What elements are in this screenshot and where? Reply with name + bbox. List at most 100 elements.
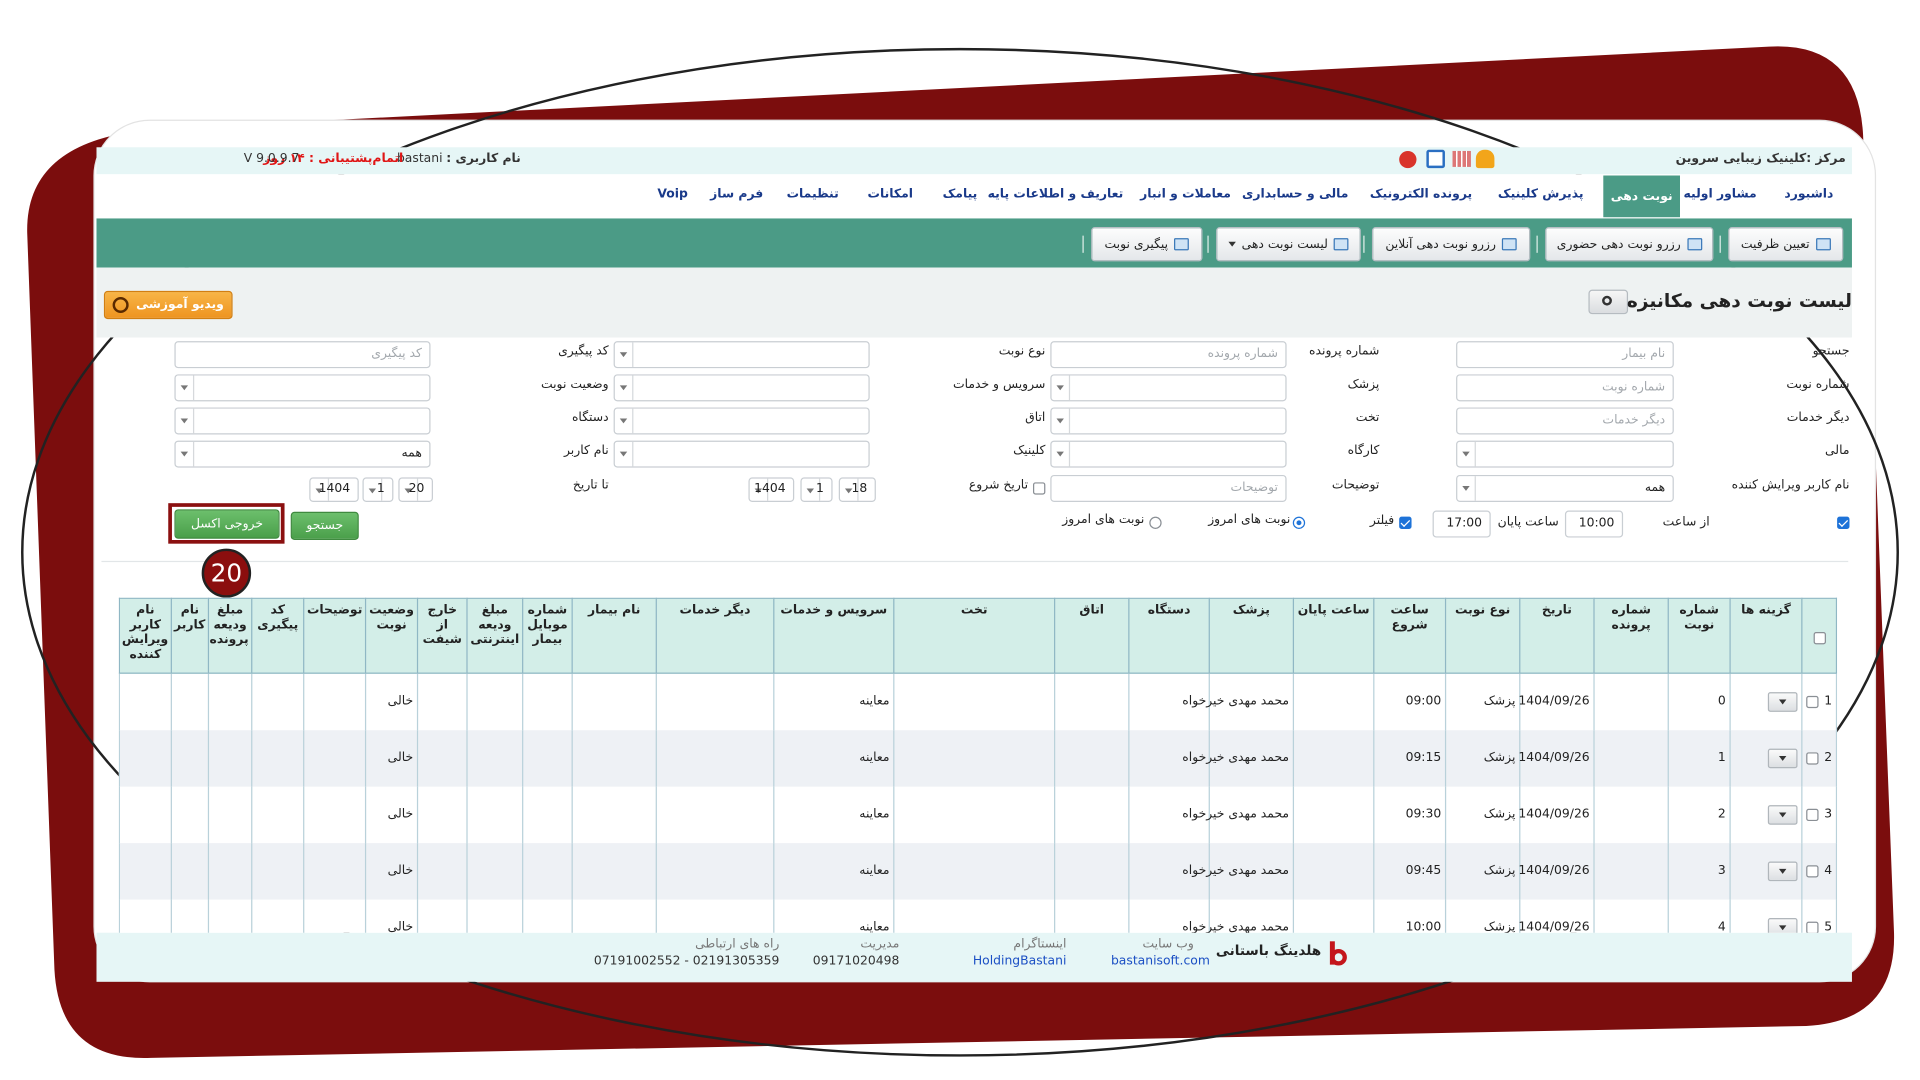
- menu-item[interactable]: مشاور اولیه: [1683, 187, 1757, 202]
- excel-button[interactable]: خروجی اکسل: [174, 509, 280, 539]
- menu-item[interactable]: تنظیمات: [786, 187, 839, 202]
- bell-icon[interactable]: [1475, 149, 1495, 169]
- table-cell: [893, 899, 1056, 933]
- time-checkbox[interactable]: [1837, 516, 1850, 529]
- table-cell: [1054, 899, 1130, 933]
- date-select[interactable]: 1404: [309, 477, 359, 502]
- table-cell: [655, 786, 775, 844]
- toolbar-icon: [1502, 238, 1517, 251]
- radio[interactable]: [1149, 516, 1162, 529]
- toolbar-button[interactable]: لیست نوبت دهی: [1216, 227, 1361, 262]
- select-arrow: [1052, 375, 1071, 401]
- table-cell: [1292, 673, 1375, 731]
- table-cell: [571, 730, 657, 787]
- date-select[interactable]: 1: [800, 477, 833, 502]
- footer-label: راه های ارتباطی: [695, 937, 780, 952]
- filter-label: کلینیک: [1013, 444, 1046, 458]
- title-search-button[interactable]: [1588, 289, 1629, 315]
- filter-input[interactable]: کد پیگیری: [174, 341, 431, 369]
- menu-item[interactable]: مالی و حسابداری: [1242, 187, 1349, 202]
- table-cell: خالی: [364, 730, 419, 787]
- filter-select[interactable]: [613, 341, 870, 369]
- row-checkbox[interactable]: [1806, 695, 1819, 709]
- menu-item[interactable]: پرونده الکترونیک: [1369, 187, 1473, 202]
- table-cell: [1292, 843, 1375, 900]
- filter-select[interactable]: [613, 374, 870, 402]
- cell-text: 1404/09/26: [1518, 863, 1590, 878]
- menu-item[interactable]: پذیرش کلینیک: [1497, 187, 1584, 202]
- menu-item[interactable]: امکانات: [867, 187, 913, 202]
- filter-input[interactable]: دیگر خدمات: [1456, 407, 1674, 435]
- filter-select[interactable]: [613, 440, 870, 468]
- row-options-button[interactable]: [1767, 805, 1798, 825]
- table-cell: پزشک: [1444, 843, 1521, 900]
- menu-item[interactable]: تعاریف و اطلاعات پایه: [987, 187, 1124, 202]
- time-to-input[interactable]: 17:00: [1432, 510, 1491, 538]
- row-options-button[interactable]: [1767, 748, 1798, 769]
- menu-item[interactable]: پیامک: [942, 187, 978, 202]
- menu-item[interactable]: Voip: [657, 187, 688, 202]
- toolbar-button[interactable]: رزرو نوبت دهی آنلاین: [1371, 227, 1531, 262]
- table-cell: [170, 730, 210, 787]
- table-cell: [893, 730, 1056, 787]
- filter-checkbox[interactable]: [1399, 516, 1412, 529]
- filter-select[interactable]: [174, 374, 431, 402]
- cell-text: معاینه: [859, 694, 890, 709]
- date-select[interactable]: 1404: [748, 477, 795, 502]
- toolbar-button[interactable]: تعیین ظرفیت: [1728, 227, 1844, 262]
- row-checkbox[interactable]: [1806, 865, 1819, 878]
- footer-value[interactable]: bastanisoft.com: [1110, 954, 1210, 969]
- filter-input[interactable]: نام بیمار: [1456, 341, 1674, 369]
- table-cell: 2: [1667, 786, 1731, 844]
- search-button[interactable]: جستجو: [290, 511, 359, 540]
- filter-input[interactable]: شماره پرونده: [1050, 341, 1287, 369]
- date-select[interactable]: 18: [838, 477, 876, 502]
- field-value: 1404: [318, 482, 351, 496]
- start-date-checkbox[interactable]: [1032, 482, 1046, 495]
- time-from-input[interactable]: 10:00: [1564, 510, 1624, 538]
- grid-icon[interactable]: [1452, 150, 1471, 167]
- options-caret: [1778, 812, 1787, 818]
- row-options-button[interactable]: [1767, 692, 1798, 712]
- filter-select[interactable]: [174, 407, 431, 435]
- filter-select[interactable]: [613, 407, 870, 435]
- menu-item[interactable]: فرم ساز: [710, 187, 764, 202]
- date-select[interactable]: 20: [398, 477, 433, 502]
- row-checkbox[interactable]: [1806, 921, 1819, 933]
- filter-select[interactable]: همه: [174, 440, 431, 468]
- time-from-label: از ساعت: [1662, 515, 1710, 529]
- filter-select[interactable]: [1050, 440, 1287, 468]
- filter-input[interactable]: شماره نوبت: [1456, 374, 1674, 402]
- table-head: گزینه ها شماره نوبت شماره پرونده تاریخ نوع ن…: [118, 597, 1838, 674]
- table-cell: [522, 843, 573, 900]
- menu-tab[interactable]: نوبت دهی: [1603, 175, 1680, 218]
- table-cell: [466, 843, 524, 900]
- date-select[interactable]: 1: [362, 477, 394, 502]
- filter-select[interactable]: همه: [1456, 474, 1674, 502]
- field-placeholder: نام بیمار: [1622, 347, 1666, 361]
- column-header: نام کاربر: [170, 597, 210, 674]
- table-cell: خالی: [364, 673, 419, 731]
- radio[interactable]: [1292, 516, 1306, 529]
- select-all-checkbox[interactable]: [1812, 632, 1826, 645]
- power-icon[interactable]: [1399, 150, 1417, 169]
- toolbar-button[interactable]: پیگیری نوبت: [1091, 227, 1203, 262]
- row-checkbox[interactable]: [1806, 752, 1819, 765]
- menu-item[interactable]: داشبورد: [1784, 187, 1834, 202]
- filter-select[interactable]: [1050, 407, 1287, 435]
- menu-item[interactable]: معاملات و انبار: [1140, 187, 1231, 202]
- toolbar-button[interactable]: رزرو نوبت دهی حضوری: [1545, 227, 1714, 262]
- filter-select[interactable]: [1456, 440, 1674, 468]
- table-row: 3 2 1404/09/26 پزشک 09:30 محمد مهدی خیرخواه مع…: [118, 786, 1838, 844]
- video-button[interactable]: ویدیو آموزشی: [103, 290, 233, 320]
- filter-select[interactable]: [1050, 374, 1287, 402]
- row-select: 1: [1806, 695, 1832, 710]
- footer-value[interactable]: HoldingBastani: [972, 954, 1067, 969]
- filter-input[interactable]: توضیحات: [1050, 474, 1287, 502]
- footer-label: اینستاگرام: [1013, 937, 1067, 952]
- row-options-button[interactable]: [1767, 917, 1798, 933]
- row-options-button[interactable]: [1767, 861, 1798, 882]
- table-cell: [571, 786, 657, 844]
- calendar-icon[interactable]: [1426, 149, 1445, 169]
- row-checkbox[interactable]: [1806, 808, 1819, 822]
